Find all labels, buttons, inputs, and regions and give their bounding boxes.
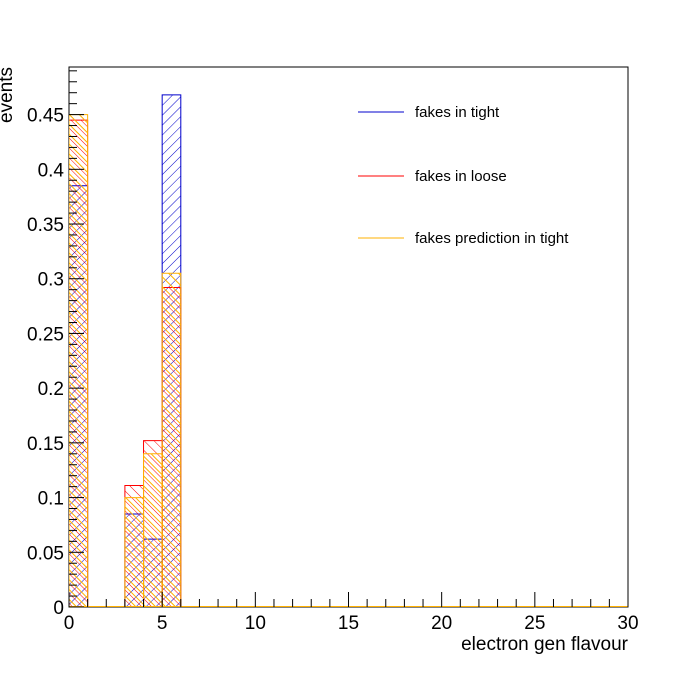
legend-label: fakes in tight [415, 104, 500, 121]
legend-entry-3: fakes prediction in tight [358, 230, 569, 247]
legend-label: fakes in loose [415, 168, 507, 185]
y-tick-label: 0.45 [27, 106, 64, 127]
x-tick-label: 0 [64, 613, 75, 634]
legend: fakes in tight fakes in loose fakes predic… [358, 104, 569, 247]
x-tick-label: 25 [524, 613, 545, 634]
y-tick-labels: 0 0.05 0.1 0.15 0.2 0.25 0.3 0.35 0.4 0.45 [27, 106, 64, 619]
legend-label: fakes prediction in tight [415, 230, 569, 247]
y-tick-label: 0.35 [27, 215, 64, 236]
x-axis-title: electron gen flavour [461, 634, 629, 655]
x-tick-label: 20 [431, 613, 452, 634]
x-tick-labels: 0 5 10 15 20 25 30 [64, 613, 639, 634]
x-axis-ticks [68, 592, 629, 607]
histogram-bars [69, 94, 628, 607]
y-tick-label: 0.25 [27, 324, 64, 345]
legend-entry-1: fakes in tight [358, 104, 500, 121]
y-axis-title: events [0, 67, 17, 123]
bar-3-2 [124, 497, 145, 607]
y-tick-label: 0.3 [38, 270, 64, 291]
bar-3-4 [161, 272, 182, 607]
y-tick-label: 0.1 [38, 489, 64, 510]
y-tick-label: 0.05 [27, 543, 64, 564]
y-axis-ticks [69, 70, 84, 608]
x-tick-label: 15 [338, 613, 359, 634]
bar-3-1 [69, 114, 89, 607]
y-tick-label: 0.4 [38, 160, 65, 181]
bar-3-3 [143, 453, 163, 607]
y-tick-label: 0 [53, 598, 64, 619]
y-tick-label: 0.15 [27, 434, 64, 455]
x-tick-label: 30 [617, 613, 638, 634]
y-tick-label: 0.2 [38, 379, 64, 400]
x-tick-label: 10 [245, 613, 266, 634]
legend-entry-2: fakes in loose [358, 168, 507, 185]
x-tick-label: 5 [157, 613, 168, 634]
